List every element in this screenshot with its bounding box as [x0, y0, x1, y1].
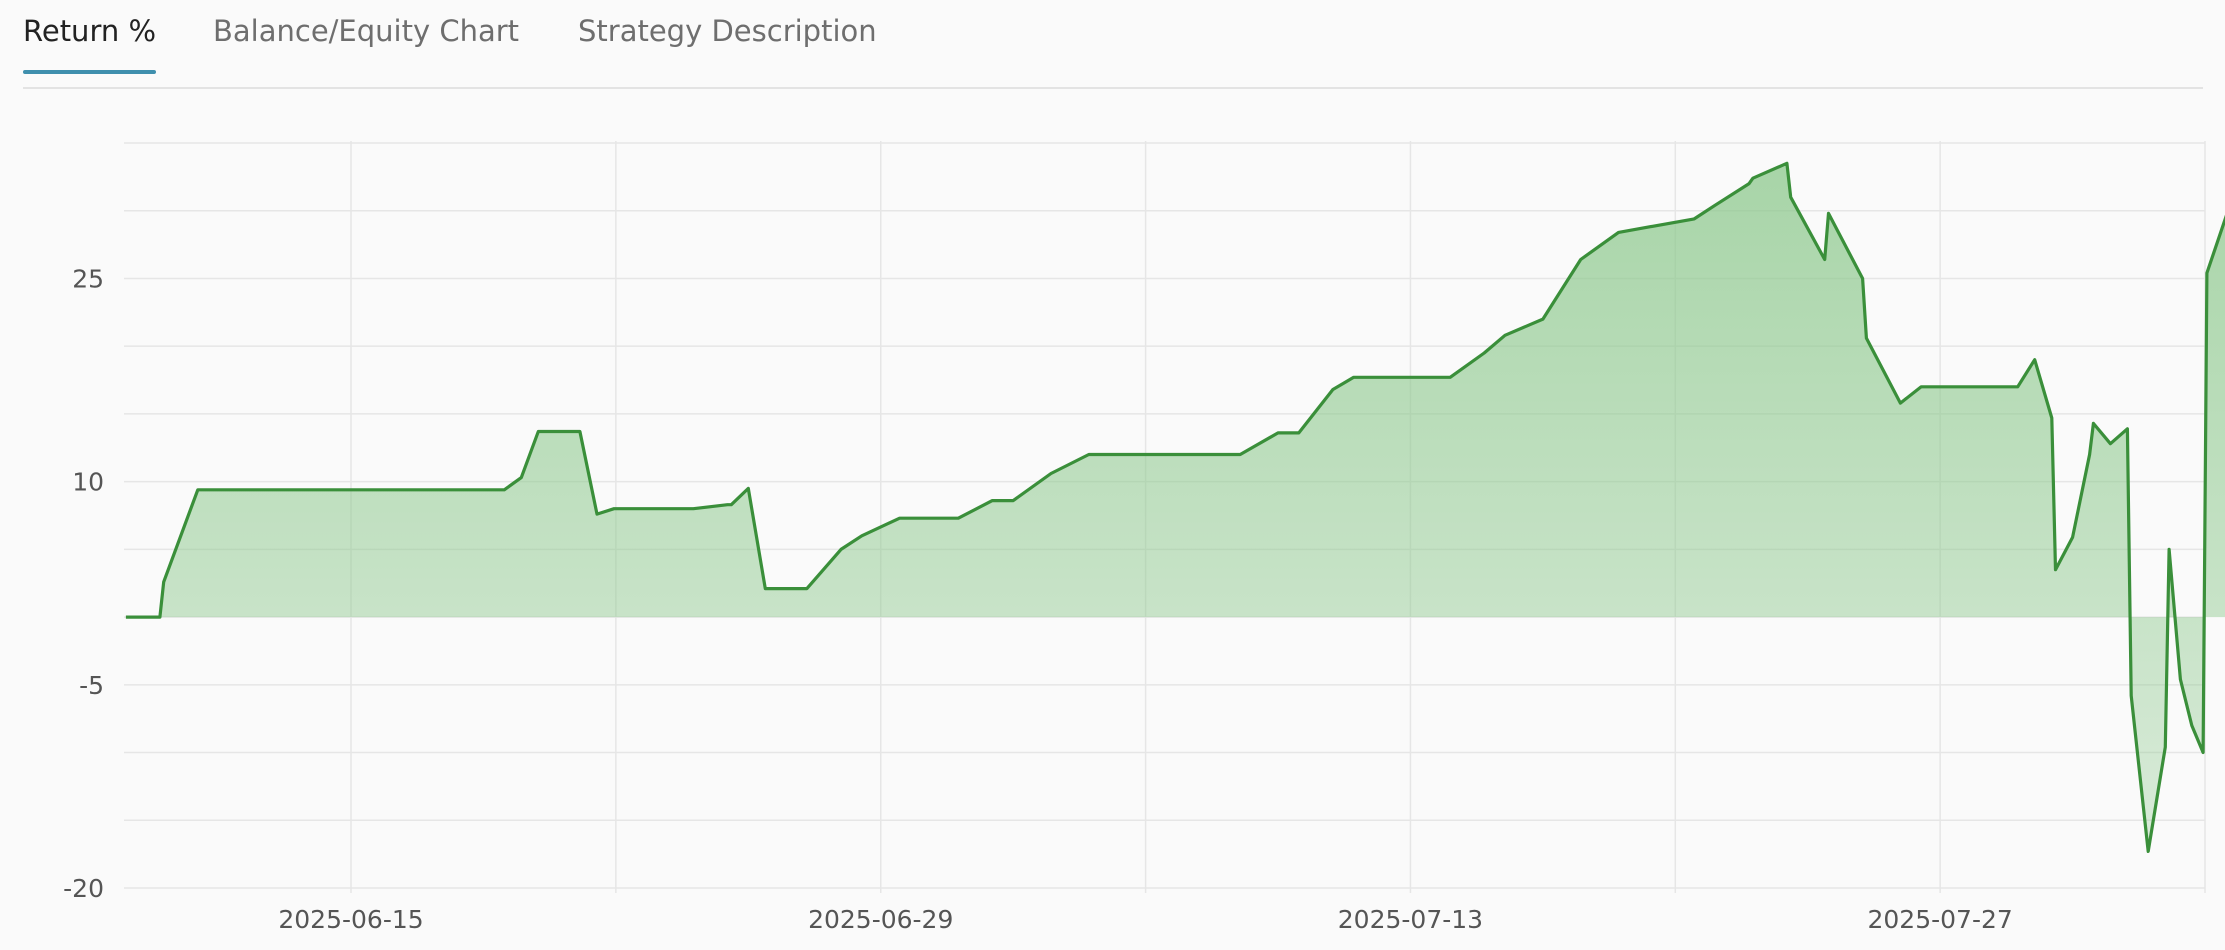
- return-area-fill: [125, 163, 2225, 852]
- x-axis: 2025-06-15 2025-06-29 2025-07-13 2025-07-27: [278, 905, 2012, 934]
- y-tick-label: -20: [63, 874, 104, 903]
- x-tick-label: 2025-06-29: [808, 905, 953, 934]
- tab-return-percent-label: Return %: [23, 14, 157, 48]
- tab-balance-equity-chart[interactable]: Balance/Equity Chart: [213, 14, 519, 72]
- x-tick-label: 2025-07-13: [1338, 905, 1483, 934]
- tab-strategy-description-label: Strategy Description: [578, 14, 877, 48]
- tab-return-percent[interactable]: Return %: [23, 14, 157, 74]
- y-axis: -20 -5 10 25: [63, 264, 104, 903]
- tab-bar: Return % Balance/Equity Chart Strategy D…: [23, 0, 2203, 89]
- return-series-line: [125, 161, 2225, 853]
- tab-strategy-description[interactable]: Strategy Description: [578, 14, 877, 72]
- y-tick-label: 25: [72, 264, 104, 293]
- x-tick-label: 2025-07-27: [1867, 905, 2012, 934]
- active-tab-indicator: [23, 70, 157, 74]
- x-tick-label: 2025-06-15: [278, 905, 423, 934]
- y-tick-label: -5: [79, 671, 104, 700]
- y-tick-label: 10: [72, 468, 104, 497]
- tab-balance-equity-label: Balance/Equity Chart: [213, 14, 520, 48]
